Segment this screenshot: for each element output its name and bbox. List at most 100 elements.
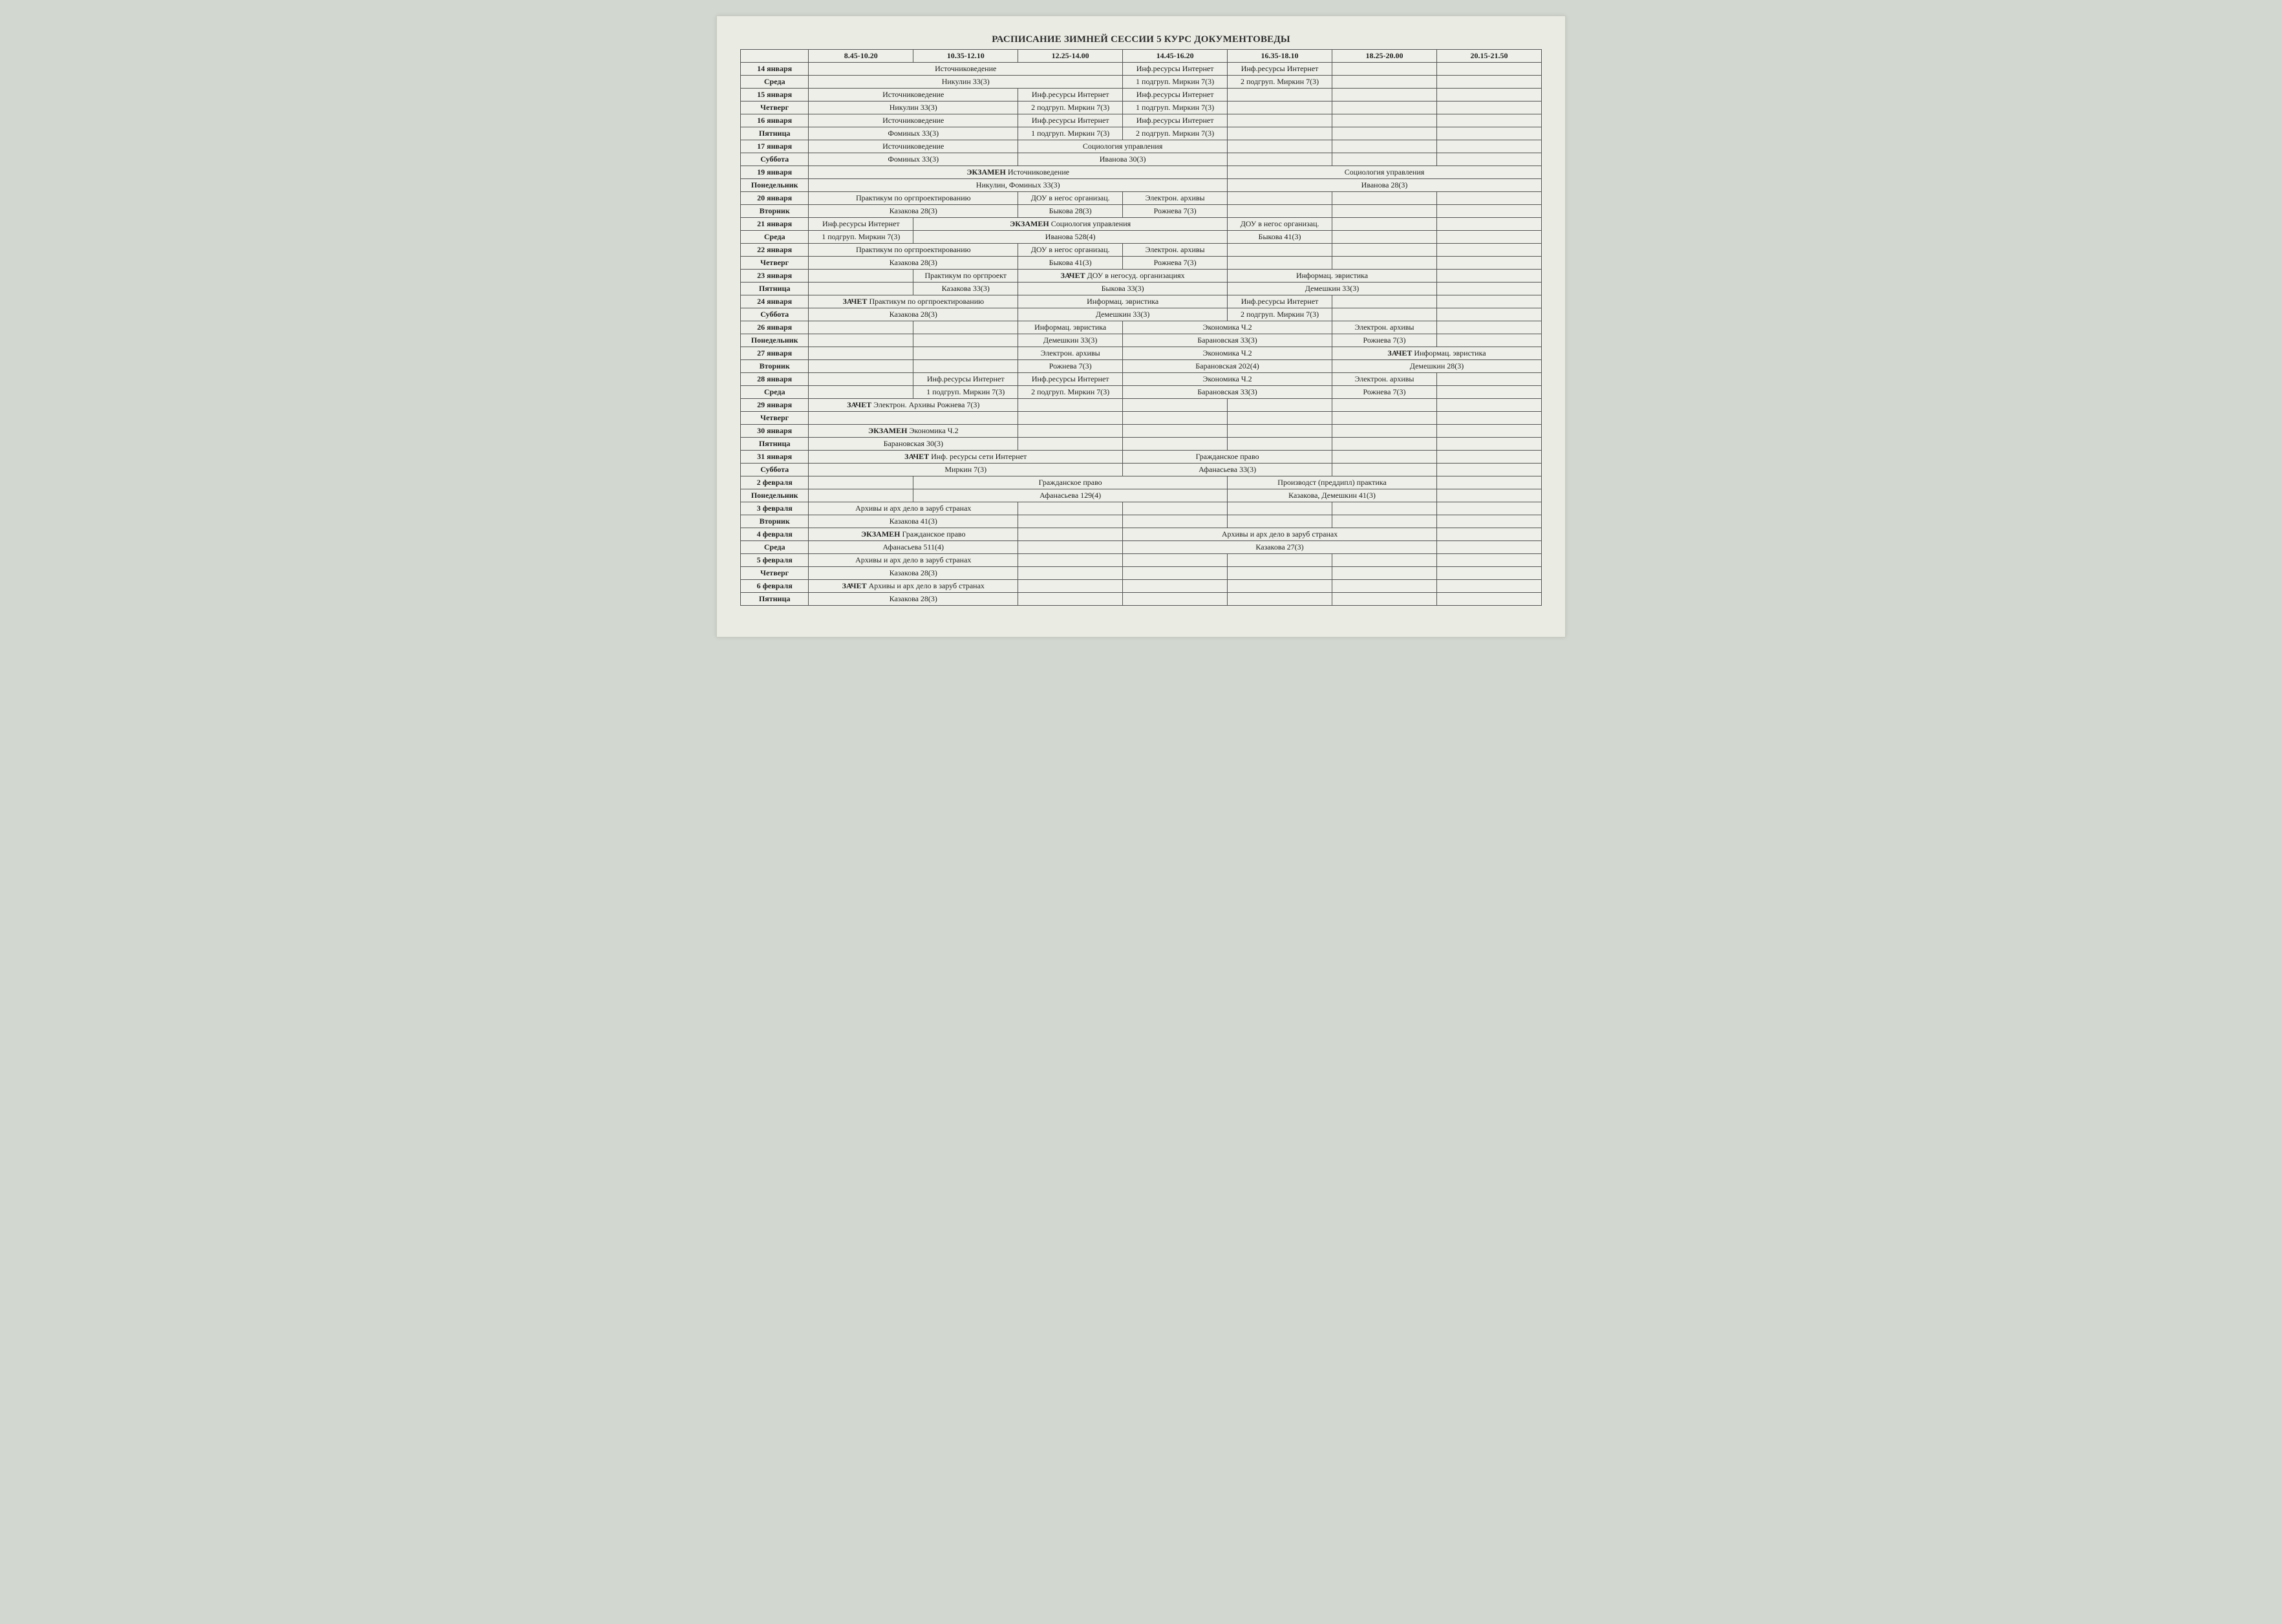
schedule-cell: Быкова 41(3) [1228,231,1332,244]
schedule-cell: Источниковедение [809,114,1018,127]
schedule-cell: Электрон. архивы [1018,347,1123,360]
schedule-cell: ЭКЗАМЕН Социология управления [913,218,1228,231]
weekday-cell: Пятница [741,593,809,606]
weekday-cell: Четверг [741,102,809,114]
col-slot-5: 18.25-20.00 [1332,50,1437,63]
schedule-cell [1018,438,1123,451]
date-cell: 15 января [741,89,809,102]
table-row: ПятницаБарановская 30(3) [741,438,1542,451]
schedule-cell [1436,515,1541,528]
schedule-cell [1436,334,1541,347]
schedule-cell [1332,63,1437,76]
table-row: 28 январяИнф.ресурсы ИнтернетИнф.ресурсы… [741,373,1542,386]
table-row: 16 январяИсточниковедениеИнф.ресурсы Инт… [741,114,1542,127]
schedule-cell: Иванова 30(3) [1018,153,1228,166]
schedule-cell [1332,114,1437,127]
table-row: 17 январяИсточниковедениеСоциология упра… [741,140,1542,153]
table-row: СредаАфанасьева 511(4)Казакова 27(3) [741,541,1542,554]
table-row: ПонедельникДемешкин 33(3)Барановская 33(… [741,334,1542,347]
date-cell: 17 января [741,140,809,153]
schedule-cell: Рожнева 7(3) [1332,334,1437,347]
schedule-cell: Афанасьева 129(4) [913,489,1228,502]
col-slot-0: 8.45-10.20 [809,50,913,63]
schedule-cell: Афанасьева 33(3) [1123,464,1332,476]
table-row: Среда1 подгруп. Миркин 7(3)Иванова 528(4… [741,231,1542,244]
schedule-cell: Казакова, Демешкин 41(3) [1228,489,1437,502]
schedule-cell [1018,580,1123,593]
schedule-cell [1332,464,1437,476]
schedule-cell [1436,373,1541,386]
schedule-cell [1228,554,1332,567]
table-row: ЧетвергКазакова 28(3) [741,567,1542,580]
schedule-cell: Источниковедение [809,140,1018,153]
schedule-cell: Архивы и арх дело в заруб странах [809,554,1018,567]
schedule-cell: Инф.ресурсы Интернет [1018,114,1123,127]
table-row: 4 февраляЭКЗАМЕН Гражданское правоАрхивы… [741,528,1542,541]
weekday-cell: Четверг [741,412,809,425]
schedule-cell [913,360,1018,373]
schedule-cell [1228,192,1332,205]
schedule-cell: Казакова 28(3) [809,205,1018,218]
schedule-cell: Электрон. архивы [1332,321,1437,334]
schedule-cell: ЗАЧЕТ Практикум по оргпроектированию [809,295,1018,308]
table-row: СубботаФоминых 33(3)Иванова 30(3) [741,153,1542,166]
schedule-cell: Электрон. архивы [1123,192,1228,205]
weekday-cell: Пятница [741,127,809,140]
schedule-cell: Социология управления [1228,166,1542,179]
schedule-cell [1332,502,1437,515]
weekday-cell: Среда [741,386,809,399]
header-row: 8.45-10.20 10.35-12.10 12.25-14.00 14.45… [741,50,1542,63]
page-title: РАСПИСАНИЕ ЗИМНЕЙ СЕССИИ 5 КУРС ДОКУМЕНТ… [740,34,1542,45]
table-row: ВторникКазакова 41(3) [741,515,1542,528]
schedule-cell [1332,515,1437,528]
schedule-cell [1018,425,1123,438]
table-row: 5 февраляАрхивы и арх дело в заруб стран… [741,554,1542,567]
date-cell: 4 февраля [741,528,809,541]
schedule-cell [809,476,913,489]
schedule-cell [1228,399,1332,412]
schedule-cell [1123,399,1228,412]
weekday-cell: Четверг [741,257,809,270]
date-cell: 14 января [741,63,809,76]
weekday-cell: Вторник [741,360,809,373]
date-cell: 24 января [741,295,809,308]
table-row: 30 январяЭКЗАМЕН Экономика Ч.2 [741,425,1542,438]
table-row: ПонедельникНикулин, Фоминых 33(3)Иванова… [741,179,1542,192]
table-row: СубботаКазакова 28(3)Демешкин 33(3)2 под… [741,308,1542,321]
schedule-cell [1436,412,1541,425]
date-cell: 29 января [741,399,809,412]
schedule-cell: Барановская 33(3) [1123,334,1332,347]
schedule-cell: Демешкин 33(3) [1228,283,1437,295]
schedule-cell [1332,399,1437,412]
table-row: 24 январяЗАЧЕТ Практикум по оргпроектиро… [741,295,1542,308]
date-cell: 26 января [741,321,809,334]
table-row: 31 январяЗАЧЕТ Инф. ресурсы сети Интерне… [741,451,1542,464]
table-row: СубботаМиркин 7(3)Афанасьева 33(3) [741,464,1542,476]
schedule-cell [1436,476,1541,489]
date-cell: 22 января [741,244,809,257]
schedule-cell [809,386,913,399]
schedule-cell: 1 подгруп. Миркин 7(3) [1018,127,1123,140]
schedule-cell: Источниковедение [809,63,1123,76]
schedule-cell: Фоминых 33(3) [809,127,1018,140]
schedule-cell: ЗАЧЕТ Инф. ресурсы сети Интернет [809,451,1123,464]
schedule-cell [1228,114,1332,127]
schedule-cell [1436,257,1541,270]
weekday-cell: Четверг [741,567,809,580]
table-row: 6 февраляЗАЧЕТ Архивы и арх дело в заруб… [741,580,1542,593]
table-row: 19 январяЭКЗАМЕН ИсточниковедениеСоциоло… [741,166,1542,179]
schedule-cell: Экономика Ч.2 [1123,347,1332,360]
schedule-cell: ЗАЧЕТ Информац. эвристика [1332,347,1542,360]
schedule-cell: ДОУ в негос организац. [1228,218,1332,231]
schedule-cell [1123,412,1228,425]
table-row: ЧетвергКазакова 28(3)Быкова 41(3)Рожнева… [741,257,1542,270]
schedule-cell [1018,528,1123,541]
schedule-cell [1332,244,1437,257]
table-row: ЧетвергНикулин 33(3)2 подгруп. Миркин 7(… [741,102,1542,114]
date-cell: 6 февраля [741,580,809,593]
schedule-cell [1018,399,1123,412]
schedule-cell [1123,438,1228,451]
schedule-cell [1018,502,1123,515]
table-row: 22 январяПрактикум по оргпроектированиюД… [741,244,1542,257]
weekday-cell: Понедельник [741,489,809,502]
